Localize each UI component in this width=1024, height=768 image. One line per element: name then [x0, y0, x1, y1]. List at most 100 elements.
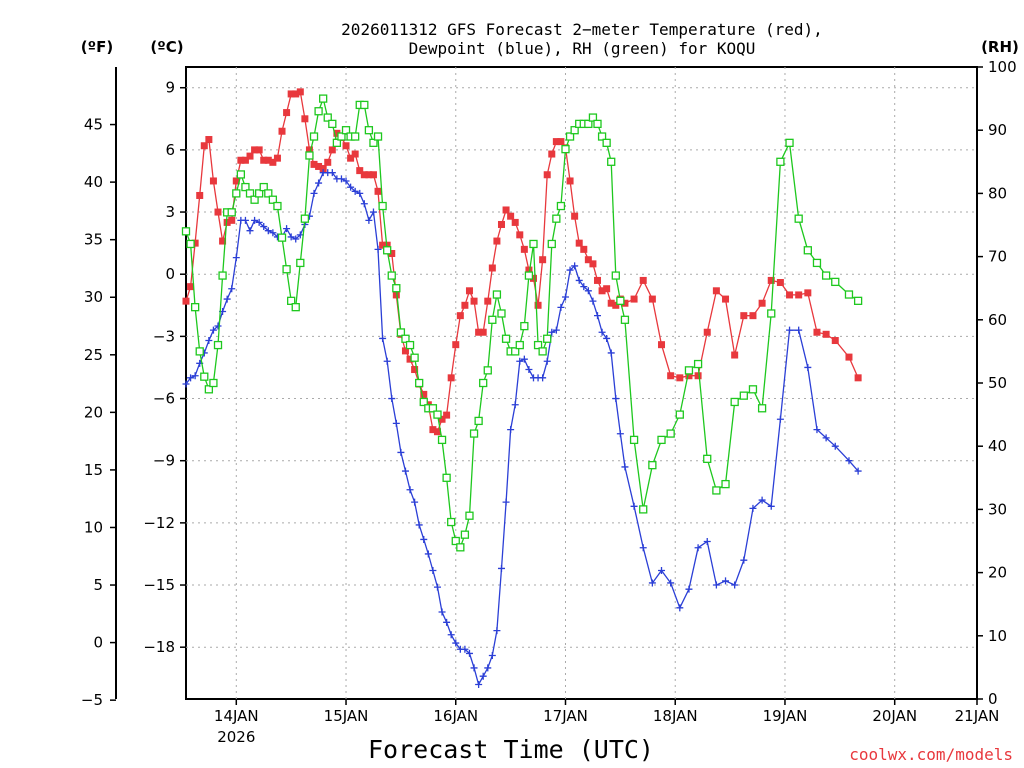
dewpoint-point	[612, 395, 620, 403]
rh-point	[195, 347, 204, 356]
gridlines	[186, 67, 977, 699]
dewpoint-point	[484, 664, 492, 672]
rh-tick-label: 40	[988, 437, 1007, 455]
temperature-point	[452, 341, 460, 349]
rh-point	[497, 309, 506, 318]
rh-point	[291, 303, 300, 312]
temperature-point	[283, 109, 291, 117]
rh-point	[561, 145, 570, 154]
temperature-point	[465, 287, 473, 295]
fahrenheit-tick-label: 15	[84, 461, 103, 479]
temperature-point	[731, 351, 739, 359]
temperature-point	[241, 156, 249, 164]
dewpoint-point	[246, 227, 254, 235]
dewpoint-point	[740, 556, 748, 564]
dewpoint-point	[433, 583, 441, 591]
dewpoint-point	[397, 448, 405, 456]
rh-tick-label: 30	[988, 500, 1007, 518]
dewpoint-point	[703, 538, 711, 546]
dewpoint-point	[497, 564, 505, 572]
rh-point	[821, 271, 831, 280]
rh-point	[209, 378, 218, 388]
rh-point	[337, 132, 346, 141]
dewpoint-point	[461, 645, 469, 653]
rh-point	[593, 119, 602, 129]
rh-point	[803, 246, 812, 255]
temperature-point	[776, 279, 784, 287]
credit-link[interactable]: coolwx.com/models	[849, 745, 1013, 764]
temperature-point	[447, 374, 455, 382]
celsius-tick-label: −18	[143, 638, 175, 656]
temperature-point	[301, 115, 309, 123]
dewpoint-point	[749, 504, 757, 512]
dewpoint-point	[232, 254, 240, 262]
dewpoint-point	[292, 235, 300, 243]
dewpoint-point	[379, 334, 387, 342]
dewpoint-point	[470, 664, 478, 672]
temperature-point	[552, 138, 560, 146]
dewpoint-point	[287, 233, 295, 241]
temperature-point	[594, 276, 602, 284]
rh-point	[730, 397, 739, 407]
temperature-point	[205, 136, 213, 144]
dewpoint-point	[630, 502, 638, 510]
rh-point	[616, 296, 625, 305]
dewpoint-point	[283, 225, 291, 233]
dewpoint-point	[607, 349, 615, 357]
temperature-point	[749, 312, 757, 320]
rh-point	[387, 271, 396, 280]
rh-point	[437, 435, 447, 445]
temperature-point	[237, 156, 245, 164]
x-tick-label: 16JAN	[433, 707, 478, 725]
rh-point	[218, 271, 227, 280]
dewpoint-point	[639, 544, 647, 552]
dewpoint-point	[241, 216, 249, 224]
rh-point	[282, 265, 291, 274]
temperature-point	[360, 171, 368, 179]
dewpoint-point	[465, 649, 473, 657]
temperature-point	[392, 291, 400, 299]
dewpoint-point	[447, 631, 455, 639]
temperature-point	[319, 165, 327, 173]
temperature-point	[214, 208, 222, 216]
dewpoint-point	[209, 326, 217, 334]
rh-point	[474, 416, 483, 426]
dewpoint-point	[667, 579, 675, 587]
temperature-point	[795, 291, 803, 299]
rh-point	[460, 530, 470, 539]
rh-point	[524, 271, 534, 280]
temperature-point	[429, 426, 437, 434]
temperature-point	[251, 146, 259, 154]
dewpoint-point	[251, 216, 259, 224]
rh-point	[373, 132, 383, 141]
rh-point	[584, 119, 593, 129]
dewpoint-point	[594, 312, 602, 320]
dewpoint-point	[507, 426, 515, 434]
dewpoint-point	[566, 266, 574, 274]
temperature-point	[305, 146, 313, 154]
rh-point	[364, 126, 374, 135]
temperature-point	[529, 274, 537, 282]
rh-point	[277, 233, 287, 242]
rh-point	[588, 113, 598, 122]
rh-point	[401, 334, 410, 343]
rh-point	[794, 214, 803, 223]
rh-point	[264, 189, 273, 198]
temperature-point	[196, 191, 204, 199]
rh-point	[442, 473, 451, 482]
dewpoint-point	[438, 608, 446, 616]
x-axis-title: Forecast Time (UTC)	[368, 735, 654, 764]
dewpoint-point	[360, 200, 368, 208]
rh-point	[245, 189, 255, 198]
rh-point	[181, 227, 191, 236]
celsius-tick-label: −6	[153, 390, 175, 408]
dewpoint-point	[310, 189, 318, 197]
temperature-point	[758, 299, 766, 307]
dewpoint-point	[488, 651, 496, 659]
rh-point	[620, 315, 630, 324]
dewpoint-point	[424, 550, 432, 558]
dewpoint-point	[383, 357, 391, 365]
temperature-point	[351, 150, 359, 158]
rh-point	[268, 195, 278, 204]
